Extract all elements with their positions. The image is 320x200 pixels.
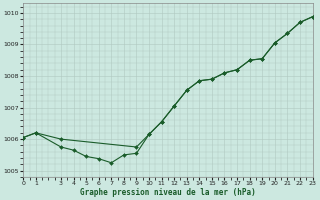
X-axis label: Graphe pression niveau de la mer (hPa): Graphe pression niveau de la mer (hPa) bbox=[80, 188, 256, 197]
